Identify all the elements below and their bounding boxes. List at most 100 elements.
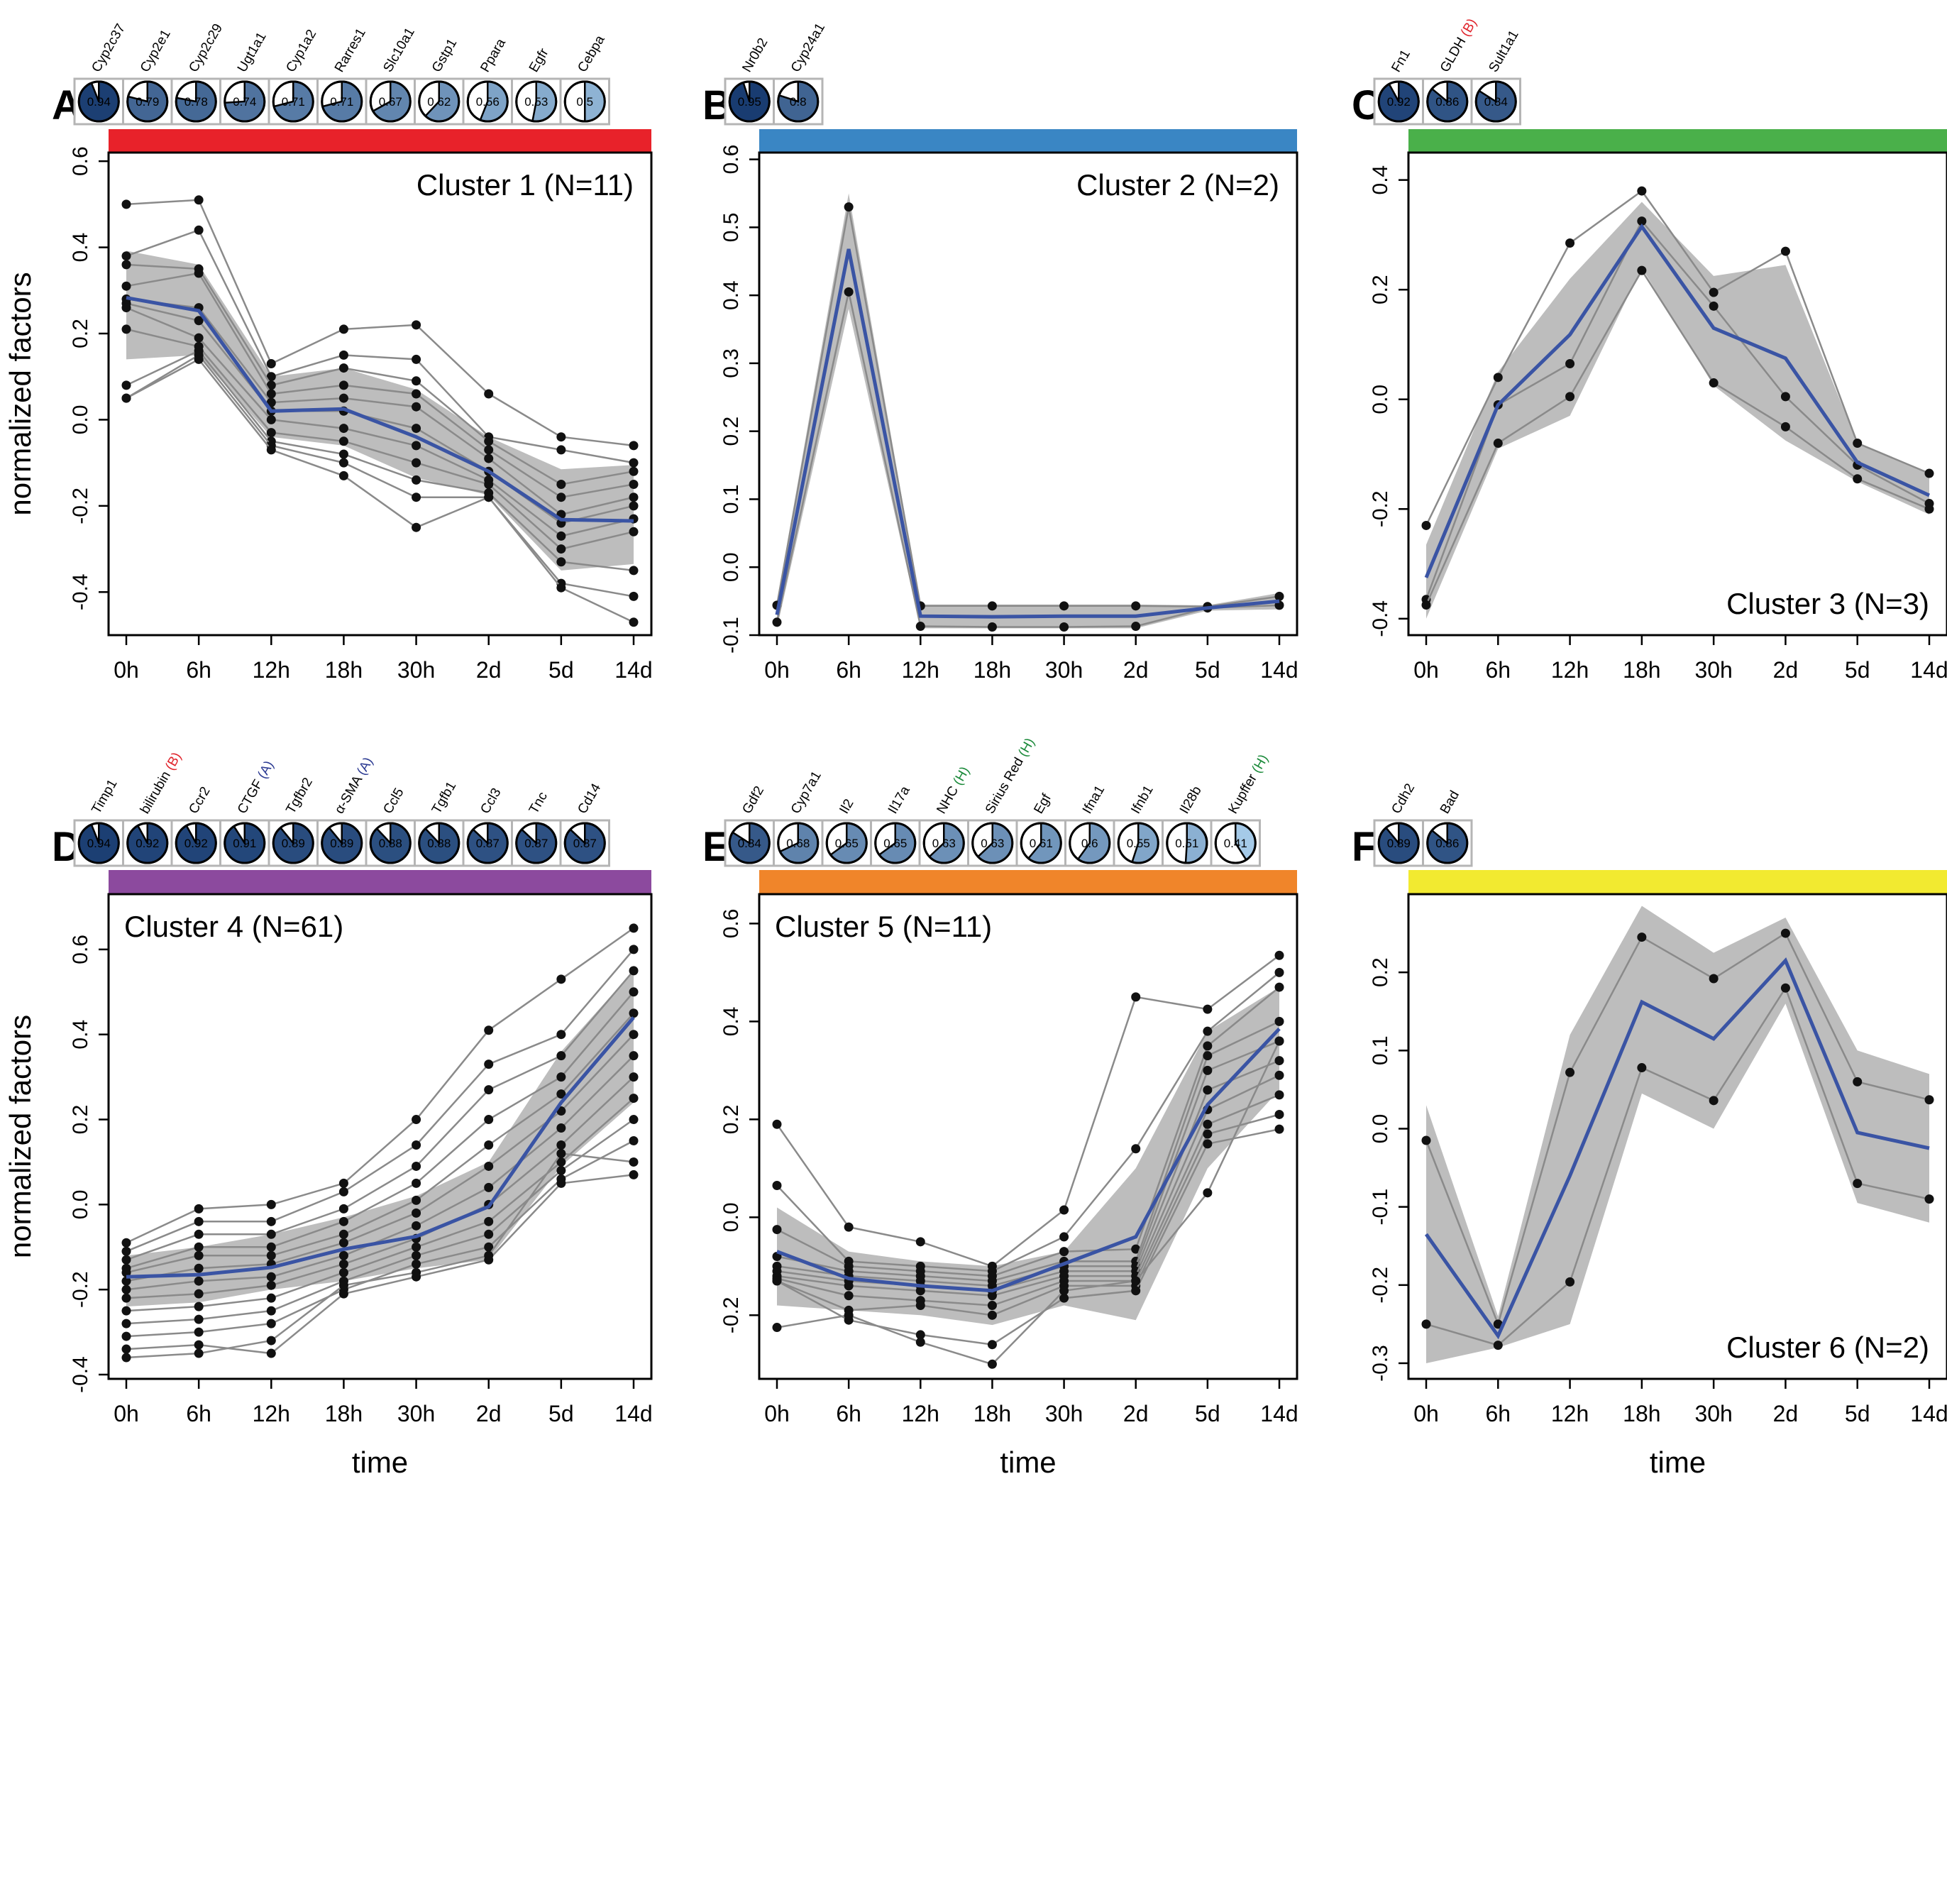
gene-name-label: Egfr bbox=[526, 45, 552, 75]
data-point bbox=[629, 1008, 639, 1018]
data-point bbox=[121, 303, 131, 313]
y-tick-label: -0.2 bbox=[69, 1271, 92, 1308]
gene-name: Sult1a1 bbox=[1486, 28, 1521, 75]
x-tick-label: 30h bbox=[397, 1401, 435, 1426]
gene-name-label: Cyp2c37 bbox=[89, 21, 128, 75]
data-point bbox=[1780, 392, 1790, 402]
x-tick-label: 12h bbox=[1551, 1401, 1589, 1426]
data-point bbox=[484, 492, 494, 502]
member-line bbox=[776, 1113, 1280, 1316]
data-point bbox=[1421, 520, 1431, 530]
y-tick-label: -0.2 bbox=[1369, 1267, 1392, 1304]
pie-score-label: 0.88 bbox=[427, 837, 451, 850]
pie-outline bbox=[777, 80, 820, 123]
pie-outline bbox=[874, 822, 917, 864]
data-point bbox=[484, 1025, 494, 1035]
pie-score-label: 0.87 bbox=[573, 837, 597, 850]
data-point bbox=[338, 1250, 348, 1260]
data-point bbox=[556, 1089, 566, 1099]
pie-outline bbox=[515, 822, 558, 864]
gene-name: α-SMA bbox=[332, 773, 366, 816]
data-point bbox=[266, 1216, 276, 1226]
data-point bbox=[412, 1250, 421, 1260]
member-series bbox=[121, 294, 639, 519]
gene-name-label: Rarres1 bbox=[332, 26, 369, 75]
gene-name: Ccl5 bbox=[380, 786, 407, 816]
data-point bbox=[412, 1195, 421, 1205]
cluster-title: Cluster 6 (N=2) bbox=[1726, 1331, 1929, 1364]
gene-pie: 0.65 Il2 bbox=[821, 797, 872, 867]
data-point bbox=[484, 436, 494, 446]
data-point bbox=[629, 1157, 639, 1167]
data-point bbox=[556, 1140, 566, 1150]
gene-name-label: Cdh2 bbox=[1389, 781, 1418, 817]
data-point bbox=[484, 389, 494, 399]
data-point bbox=[1274, 1109, 1284, 1119]
member-series bbox=[121, 299, 639, 528]
data-point bbox=[1131, 622, 1141, 632]
gene-name: Cyp2c29 bbox=[186, 21, 226, 75]
data-point bbox=[629, 1030, 639, 1040]
x-tick-label: 2d bbox=[1123, 657, 1149, 683]
pie-outline bbox=[1474, 80, 1517, 123]
gene-name: Timp1 bbox=[89, 777, 120, 817]
data-point bbox=[121, 260, 131, 270]
x-tick-label: 6h bbox=[836, 657, 861, 683]
data-point bbox=[121, 1331, 131, 1341]
data-point bbox=[1637, 265, 1647, 275]
gene-name-label: bilirubin (B) bbox=[138, 750, 184, 817]
data-point bbox=[1059, 1286, 1069, 1296]
data-point bbox=[338, 1259, 348, 1269]
data-point bbox=[484, 1161, 494, 1171]
gene-name-label: Tnc bbox=[526, 790, 551, 817]
panel-letter: F bbox=[1352, 824, 1377, 870]
pie-score-label: 0.6 bbox=[1081, 837, 1098, 850]
gene-name-label: Cyp2c29 bbox=[186, 21, 226, 75]
data-point bbox=[484, 1216, 494, 1226]
data-point bbox=[121, 1319, 131, 1328]
x-tick-label: 0h bbox=[1413, 1401, 1439, 1426]
data-point bbox=[484, 480, 494, 489]
pie-outline bbox=[272, 822, 314, 864]
member-series bbox=[121, 1051, 639, 1294]
member-line bbox=[776, 986, 1280, 1277]
panel-a: A 0.94Cyp2c370.79Cyp2e10.78Cyp2c290.74Ugt… bbox=[4, 21, 653, 683]
member-series bbox=[121, 1008, 639, 1277]
x-tick-label: 0h bbox=[114, 1401, 139, 1426]
member-line bbox=[126, 272, 634, 499]
data-point bbox=[629, 480, 639, 489]
x-tick-label: 5d bbox=[1195, 657, 1220, 683]
gene-name: Egfr bbox=[526, 45, 552, 75]
data-point bbox=[1924, 1095, 1934, 1105]
data-point bbox=[338, 324, 348, 334]
pie-score-label: 0.71 bbox=[282, 95, 305, 109]
pie-outline bbox=[1377, 80, 1420, 123]
data-point bbox=[1780, 422, 1790, 431]
pie-score-label: 0.95 bbox=[738, 95, 761, 109]
data-point bbox=[556, 492, 566, 502]
pie-score-label: 0.84 bbox=[1484, 95, 1508, 109]
gene-name-label: GLDH (B) bbox=[1438, 16, 1480, 75]
data-point bbox=[1637, 216, 1647, 226]
gene-pie: 0.84 Gdf2 bbox=[724, 783, 775, 867]
data-point bbox=[915, 1301, 925, 1311]
pie-outline bbox=[77, 822, 120, 864]
data-point bbox=[338, 471, 348, 480]
gene-pie: 0.87 Cd14 bbox=[559, 781, 610, 867]
data-point bbox=[121, 251, 131, 261]
member-line bbox=[126, 991, 634, 1270]
data-point bbox=[121, 1293, 131, 1303]
pie-outline bbox=[1426, 822, 1469, 864]
data-point bbox=[412, 424, 421, 434]
data-point bbox=[121, 393, 131, 403]
y-tick-label: 0.0 bbox=[1369, 1114, 1392, 1144]
x-tick-label: 2d bbox=[1773, 657, 1799, 683]
gene-pie: 0.87 Ccl3 bbox=[462, 786, 513, 867]
data-point bbox=[194, 1276, 204, 1286]
gene-pie: 0.65 Il17a bbox=[870, 783, 921, 867]
pie-score-label: 0.86 bbox=[1435, 837, 1459, 850]
y-tick-label: 0.2 bbox=[69, 319, 92, 348]
cluster-color-bar bbox=[759, 870, 1297, 893]
data-point bbox=[1924, 1194, 1934, 1204]
